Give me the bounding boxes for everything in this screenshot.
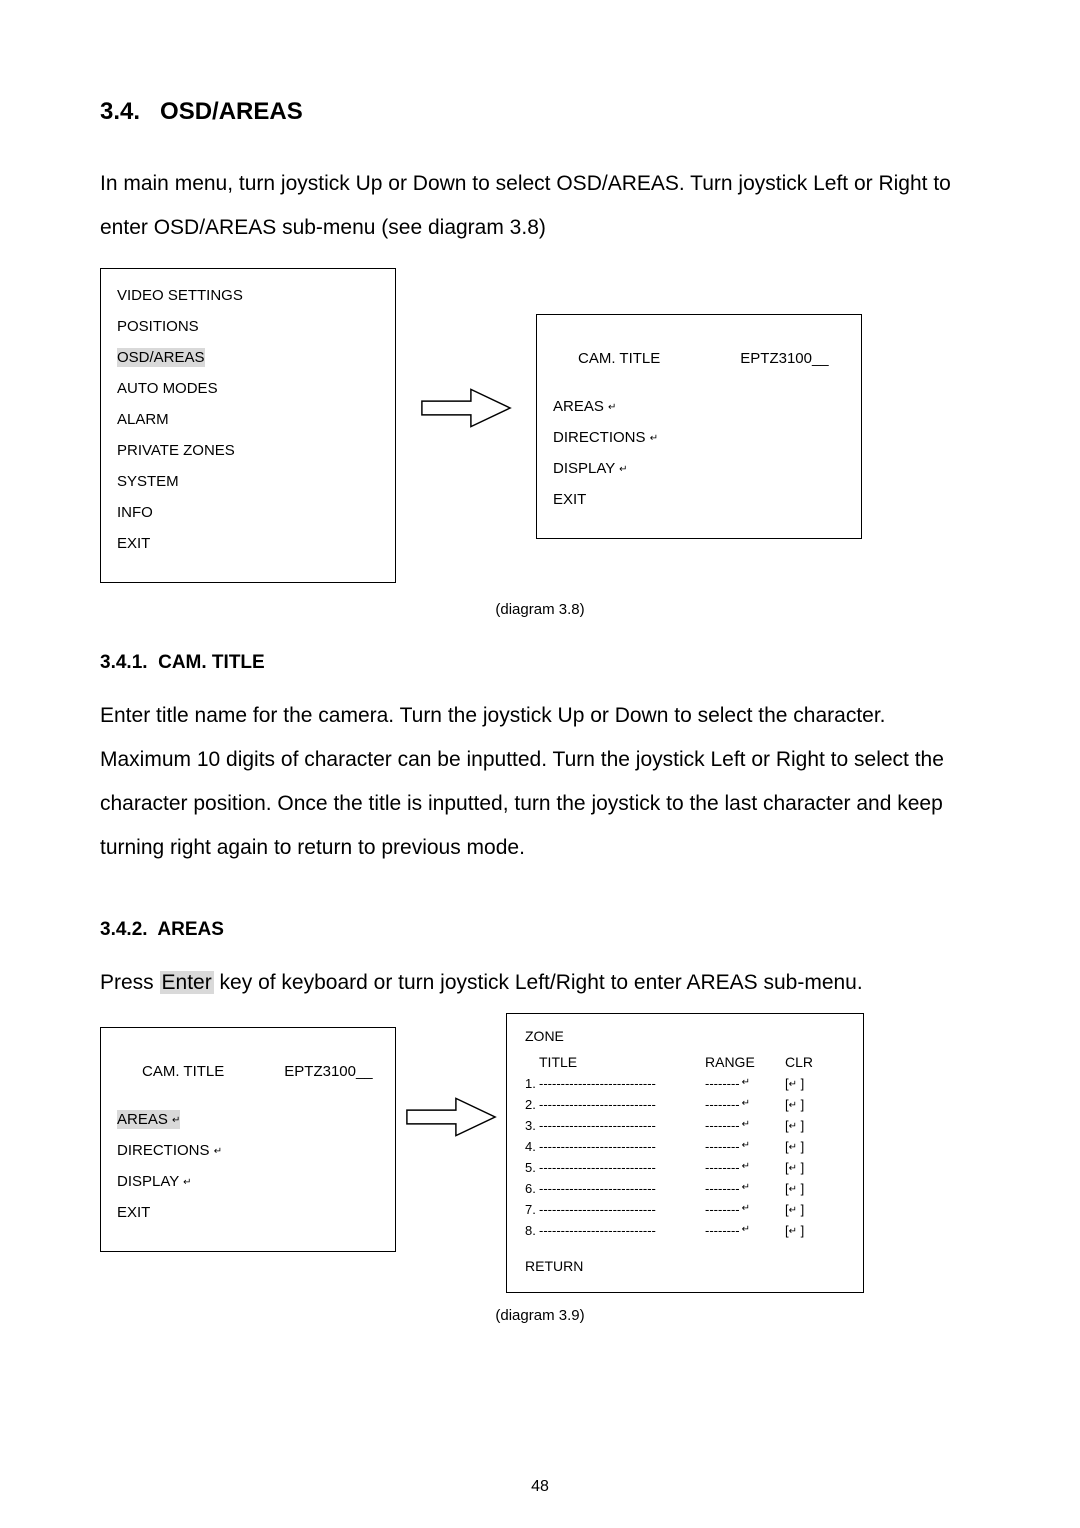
subsection-heading: 3.4.2. AREAS — [100, 919, 980, 941]
zone-header: ZONE — [525, 1028, 845, 1044]
zone-row: 3.-----------------------------------↵[↵… — [525, 1118, 845, 1133]
zone-row: 2.-----------------------------------↵[↵… — [525, 1097, 845, 1112]
subsection-heading: 3.4.1. CAM. TITLE — [100, 652, 980, 674]
section-title: OSD/AREAS — [160, 98, 303, 125]
main-menu-box: VIDEO SETTINGS POSITIONS OSD/AREAS AUTO … — [100, 268, 396, 583]
zone-row: 1.-----------------------------------↵[↵… — [525, 1076, 845, 1091]
enter-key-label: Enter — [160, 971, 214, 994]
menu-item: VIDEO SETTINGS — [117, 287, 379, 304]
zone-row: 6.-----------------------------------↵[↵… — [525, 1181, 845, 1196]
diagram-3-8: VIDEO SETTINGS POSITIONS OSD/AREAS AUTO … — [100, 268, 980, 583]
arrow-right-icon — [396, 1037, 506, 1197]
cam-title-label: CAM. TITLE — [578, 350, 660, 367]
menu-item: EXIT — [117, 535, 379, 552]
arrow-right-icon — [396, 308, 536, 508]
zone-row: 7.-----------------------------------↵[↵… — [525, 1202, 845, 1217]
menu-item: INFO — [117, 504, 379, 521]
submenu-item: DIRECTIONS ↵ — [553, 429, 845, 446]
zone-row: 5.-----------------------------------↵[↵… — [525, 1160, 845, 1175]
menu-item: PRIVATE ZONES — [117, 442, 379, 459]
section-number: 3.4. — [100, 98, 140, 125]
enter-icon: ↵ — [183, 1177, 191, 1188]
zone-box: ZONE TITLE RANGE CLR 1.-----------------… — [506, 1013, 864, 1293]
diagram-3-9: CAM. TITLEEPTZ3100__ AREAS ↵ DIRECTIONS … — [100, 1013, 980, 1293]
zone-row: 8.-----------------------------------↵[↵… — [525, 1223, 845, 1238]
menu-item: POSITIONS — [117, 318, 379, 335]
diagram-caption: (diagram 3.8) — [100, 601, 980, 618]
enter-icon: ↵ — [172, 1115, 180, 1126]
menu-item: ALARM — [117, 411, 379, 428]
submenu-item-highlighted: AREAS ↵ — [117, 1111, 379, 1128]
zone-row: 4.-----------------------------------↵[↵… — [525, 1139, 845, 1154]
submenu-item: DISPLAY ↵ — [117, 1173, 379, 1190]
enter-icon: ↵ — [608, 402, 616, 413]
submenu-row: CAM. TITLE EPTZ3100__ — [553, 333, 845, 384]
intro-paragraph: In main menu, turn joystick Up or Down t… — [100, 162, 980, 250]
zone-columns: TITLE RANGE CLR — [525, 1054, 845, 1070]
submenu-item: EXIT — [553, 491, 845, 508]
subsection2-body: Press Enter key of keyboard or turn joys… — [100, 961, 980, 1005]
diagram-caption: (diagram 3.9) — [100, 1307, 980, 1324]
zone-return: RETURN — [525, 1258, 845, 1274]
menu-item: SYSTEM — [117, 473, 379, 490]
enter-icon: ↵ — [650, 433, 658, 444]
enter-icon: ↵ — [619, 464, 627, 475]
page-number: 48 — [0, 1478, 1080, 1496]
menu-item: AUTO MODES — [117, 380, 379, 397]
cam-title-value: EPTZ3100__ — [740, 350, 828, 367]
enter-icon: ↵ — [214, 1146, 222, 1157]
submenu-item: DISPLAY ↵ — [553, 460, 845, 477]
osd-areas-submenu-box: CAM. TITLE EPTZ3100__ AREAS ↵ DIRECTIONS … — [536, 314, 862, 539]
menu-item-highlighted: OSD/AREAS — [117, 349, 379, 366]
submenu-item: AREAS ↵ — [553, 398, 845, 415]
submenu-item: EXIT — [117, 1204, 379, 1221]
submenu-row: CAM. TITLEEPTZ3100__ — [117, 1046, 379, 1097]
subsection1-body: Enter title name for the camera. Turn th… — [100, 694, 980, 870]
submenu-item: DIRECTIONS ↵ — [117, 1142, 379, 1159]
osd-areas-submenu-box-2: CAM. TITLEEPTZ3100__ AREAS ↵ DIRECTIONS … — [100, 1027, 396, 1252]
section-heading: 3.4. OSD/AREAS — [100, 98, 980, 126]
